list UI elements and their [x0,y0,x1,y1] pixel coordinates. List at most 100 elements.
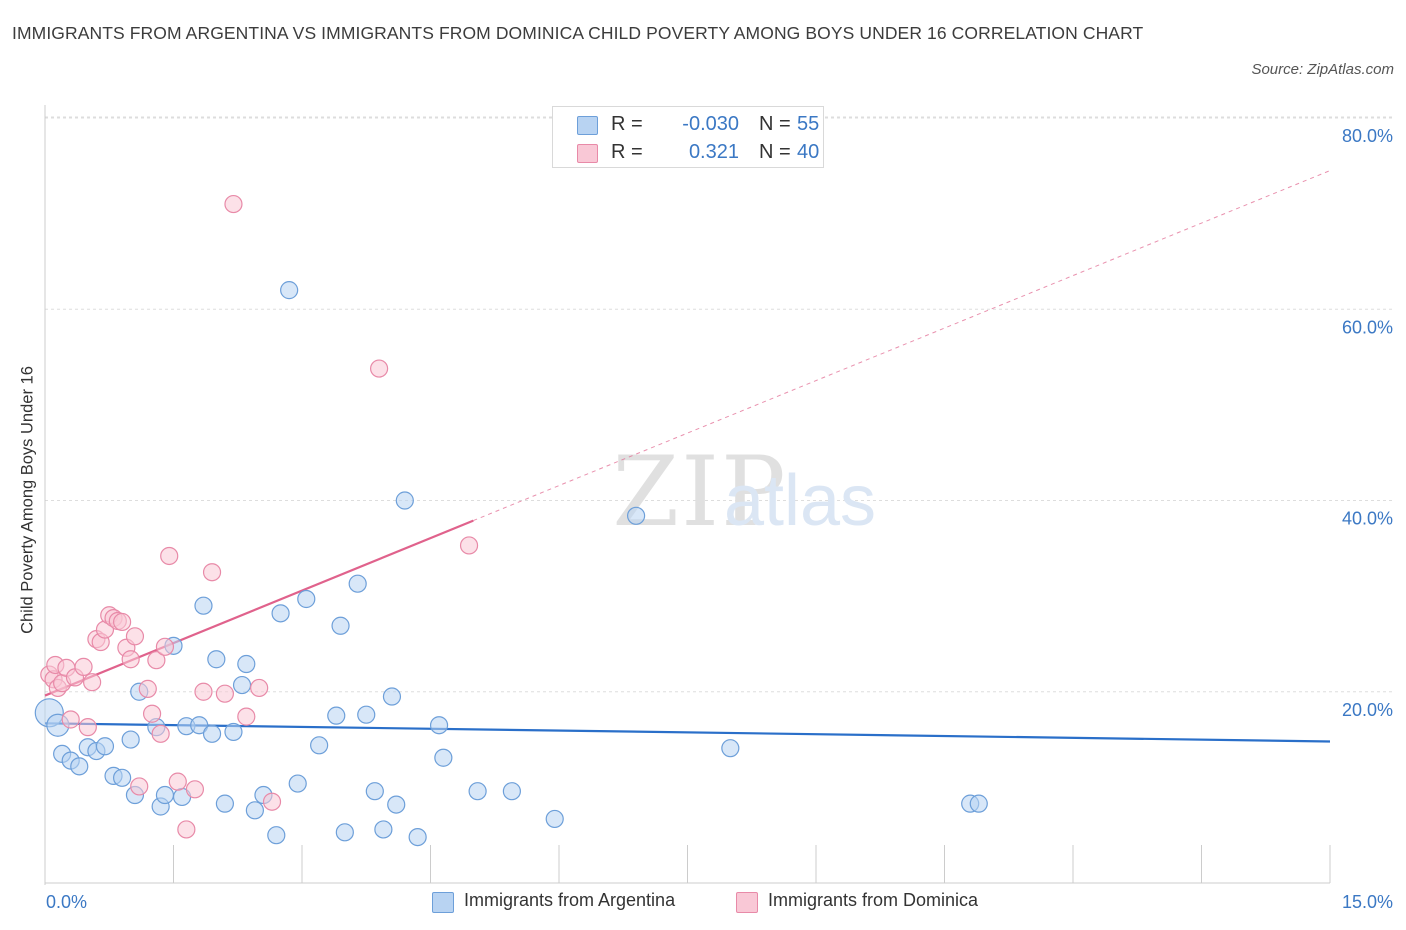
legend-label: Immigrants from Dominica [768,890,979,910]
x-tick-label-min: 0.0% [46,892,87,912]
argentina-point [348,574,367,593]
argentina-point [121,730,140,749]
watermark-atlas: atlas [724,461,876,541]
dominica-point [262,792,282,811]
dominica-point [224,194,243,214]
dominica-point [160,546,179,566]
dominica-point [215,684,234,703]
y-tick-label: 60.0% [1342,317,1393,337]
argentina-point [408,827,427,847]
argentina-point [297,589,316,609]
dominica-point [194,682,213,701]
tick-labels: 20.0% 40.0% 60.0% 80.0% 0.0% 15.0% [46,126,1393,912]
argentina-point [237,654,256,674]
argentina-point [288,774,307,793]
argentina-point [331,616,350,635]
dominica-point [155,637,175,656]
argentina-point [429,716,449,735]
argentina-point [434,748,453,767]
argentina-point [310,736,329,755]
argentina-point [207,650,226,669]
source-label: Source: ZipAtlas.com [1251,61,1394,78]
dominica-point [121,650,140,669]
n-value: 40 [797,141,820,163]
argentina-point [245,801,264,820]
dominica-point [130,777,149,796]
argentina-point [365,782,384,801]
dominica-swatch [577,144,598,163]
n-value: 55 [797,113,820,135]
argentina-swatch [577,116,598,135]
dominica-point [138,679,157,698]
correlation-legend: R = -0.030 N = 55 R = 0.321 N = 40 [552,106,824,168]
argentina-point [721,739,740,758]
argentina-point [327,706,346,725]
r-label: R = [611,113,643,135]
dominica-point [112,612,132,632]
y-tick-label: 20.0% [1342,700,1393,720]
dominica-point [459,536,479,555]
grid-lines [45,116,1392,693]
dominica-point [74,657,93,676]
argentina-point [387,795,406,814]
argentina-point [155,785,175,805]
dominica-point [202,563,222,582]
n-label: N = [759,141,791,163]
argentina-trend-line [44,722,1331,743]
argentina-point [382,687,402,706]
dominica-point [177,820,196,839]
dominica-point [142,704,162,723]
argentina-point [545,809,564,829]
dominica-trend-line [44,519,474,697]
dominica-point [125,627,145,646]
argentina-point [502,782,521,801]
y-tick-label: 80.0% [1342,126,1393,146]
dominica-point [185,780,205,799]
dominica-legend-swatch [736,892,758,913]
argentina-point [190,716,209,735]
legend-label: Immigrants from Argentina [464,890,676,910]
argentina-point [335,823,354,842]
dominica-trend-extension [473,170,1331,522]
trend-lines [44,170,1331,743]
argentina-legend-swatch [432,892,454,913]
data-points [34,194,988,847]
argentina-point [626,506,646,525]
argentina-point [267,826,286,845]
dominica-point [250,678,269,698]
argentina-point [215,794,234,813]
r-value: -0.030 [682,113,739,135]
x-tick-label-max: 15.0% [1342,892,1393,912]
argentina-point [70,757,89,776]
argentina-point [224,722,243,742]
dominica-point [168,772,187,791]
dominica-point [370,359,389,378]
argentina-point [95,737,115,756]
argentina-point [271,604,290,623]
r-value: 0.321 [688,141,739,163]
dominica-point [78,718,97,737]
dominica-point [237,707,256,726]
chart-title: IMMIGRANTS FROM ARGENTINA VS IMMIGRANTS … [12,23,1144,43]
axes [44,105,1331,885]
y-tick-label: 40.0% [1342,509,1393,529]
n-label: N = [759,113,791,135]
argentina-point [357,705,376,724]
argentina-point [395,491,414,510]
argentina-point [374,820,393,839]
dominica-point [151,724,170,743]
argentina-point [202,724,222,743]
dominica-point [147,651,166,670]
argentina-point [280,281,299,300]
argentina-point [194,596,213,615]
argentina-point [969,794,988,813]
dominica-point [83,673,102,692]
y-axis-label: Child Poverty Among Boys Under 16 [18,366,37,634]
watermark: ZIP [612,436,787,548]
argentina-point [468,782,487,801]
argentina-point [232,675,252,695]
r-label: R = [611,141,643,163]
dominica-point [61,710,80,729]
argentina-point [112,768,132,787]
